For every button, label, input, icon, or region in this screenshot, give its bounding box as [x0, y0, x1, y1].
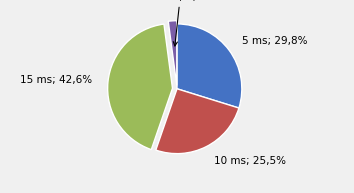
Wedge shape	[108, 24, 172, 150]
Text: 5 ms; 29,8%: 5 ms; 29,8%	[242, 36, 308, 46]
Text: 95 ms; 2,1%: 95 ms; 2,1%	[148, 0, 213, 46]
Wedge shape	[156, 89, 239, 154]
Wedge shape	[177, 24, 242, 108]
Wedge shape	[168, 21, 177, 85]
Text: 15 ms; 42,6%: 15 ms; 42,6%	[20, 75, 92, 85]
Text: 10 ms; 25,5%: 10 ms; 25,5%	[213, 156, 286, 166]
